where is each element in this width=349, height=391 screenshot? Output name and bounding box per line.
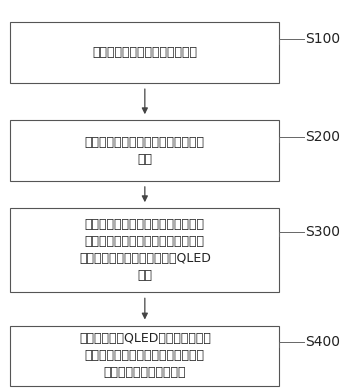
Text: 最后在制得的QLED器件四周滴加热
膨胀材料与封装胶的混合物，封装盖
片，紫外烘烤，封装完成: 最后在制得的QLED器件四周滴加热 膨胀材料与封装胶的混合物，封装盖 片，紫外烘… (79, 332, 211, 379)
Text: 然后沉积一量子点发光层于空穴传输
层上: 然后沉积一量子点发光层于空穴传输 层上 (85, 136, 205, 165)
Text: S100: S100 (305, 32, 341, 47)
Text: S400: S400 (305, 335, 340, 350)
Text: S300: S300 (305, 225, 340, 239)
Text: S200: S200 (305, 130, 340, 144)
Bar (10, 120, 279, 181)
Bar (10, 325, 279, 386)
Text: 首先沉积一空穴传输层于阳极上: 首先沉积一空穴传输层于阳极上 (92, 46, 197, 59)
Bar (10, 22, 279, 83)
Bar (10, 208, 279, 292)
Text: 接着依次沉积一电子传输层和一电子
注入层于量子点发光层上，随后蒸镀
一阴极于电子注入层上，制得QLED
器件: 接着依次沉积一电子传输层和一电子 注入层于量子点发光层上，随后蒸镀 一阴极于电子… (79, 218, 211, 282)
